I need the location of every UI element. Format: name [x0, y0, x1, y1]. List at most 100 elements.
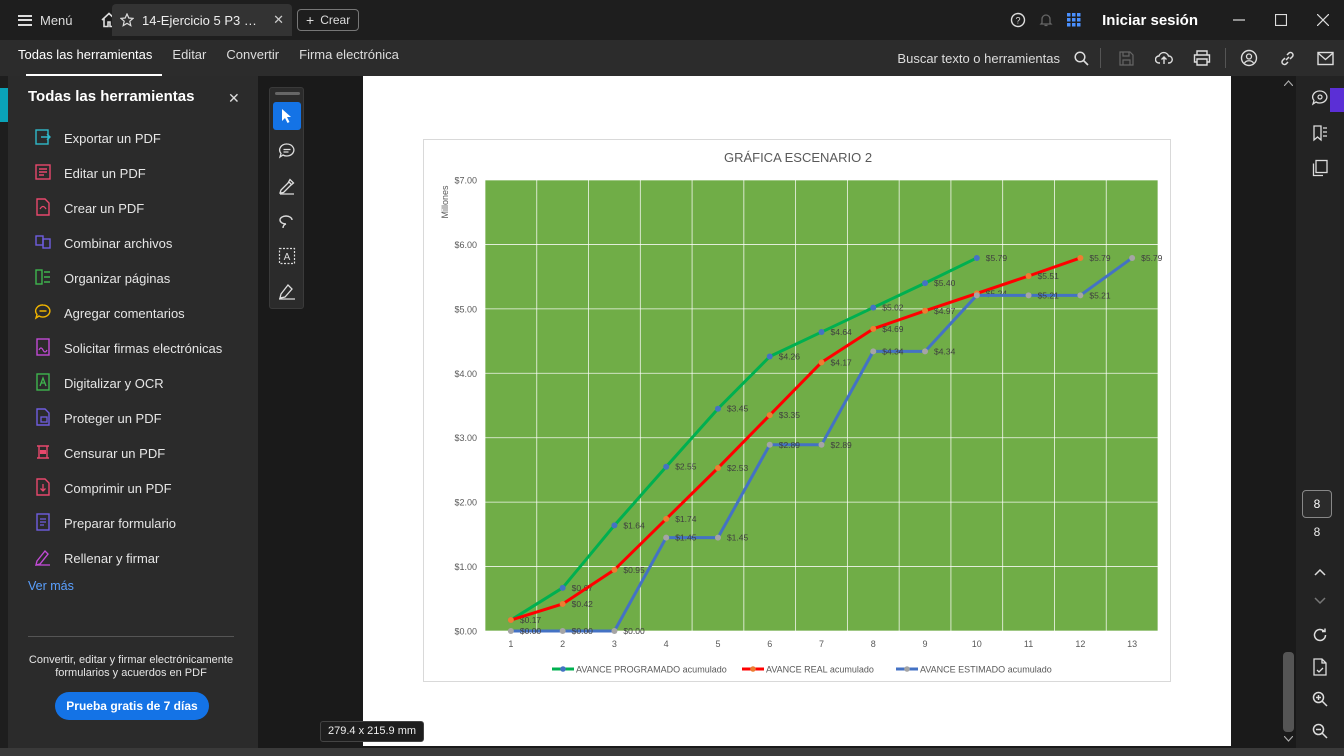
- comments-panel-icon[interactable]: [1306, 84, 1334, 112]
- data-point: [922, 307, 929, 314]
- current-page-input[interactable]: 8: [1302, 490, 1332, 518]
- scroll-up-icon[interactable]: [1284, 80, 1293, 86]
- tool-item-compress-pdf[interactable]: Comprimir un PDF: [34, 471, 254, 506]
- bookmarks-icon[interactable]: [1306, 119, 1334, 147]
- scroll-thumb[interactable]: [1283, 652, 1294, 732]
- edit-pdf-icon: [34, 163, 52, 184]
- highlight-tool-button[interactable]: [273, 172, 301, 200]
- data-label: $1.64: [623, 520, 645, 530]
- y-tick-label: $7.00: [454, 176, 477, 186]
- chart-title: GRÁFICA ESCENARIO 2: [723, 150, 873, 165]
- zoom-out-icon[interactable]: [1306, 717, 1334, 745]
- data-point: [611, 628, 618, 634]
- rotate-icon[interactable]: [1306, 621, 1334, 649]
- star-icon[interactable]: [120, 13, 134, 27]
- data-point: [663, 463, 670, 470]
- combine-files-icon: [34, 233, 52, 254]
- right-rail: [1296, 76, 1344, 756]
- scroll-down-icon[interactable]: [1284, 736, 1293, 742]
- x-tick-label: 3: [612, 639, 617, 649]
- maximize-button[interactable]: [1260, 0, 1302, 40]
- page-down-icon[interactable]: [1306, 587, 1334, 615]
- y-tick-label: $0.00: [454, 627, 477, 637]
- data-label: $5.24: [986, 288, 1008, 298]
- email-icon[interactable]: [1306, 40, 1344, 76]
- draw-tool-button[interactable]: [273, 207, 301, 235]
- sign-in-button[interactable]: Iniciar sesión: [1102, 11, 1198, 29]
- sign-tool-button[interactable]: [273, 277, 301, 305]
- x-tick-label: 4: [664, 639, 669, 649]
- tool-item-protect-pdf[interactable]: Proteger un PDF: [34, 401, 254, 436]
- share-user-icon[interactable]: [1230, 40, 1268, 76]
- apps-grid-icon[interactable]: [1060, 0, 1088, 40]
- tab-e-sign[interactable]: Firma electrónica: [299, 47, 399, 62]
- tab-convert[interactable]: Convertir: [226, 47, 280, 62]
- minimize-button[interactable]: [1218, 0, 1260, 40]
- pdf-page: GRÁFICA ESCENARIO 2 $0.00 $1.00 $2.00 $3.00…: [363, 76, 1231, 746]
- y-tick-label: $2.00: [454, 498, 477, 508]
- select-tool-button[interactable]: [273, 102, 301, 130]
- tool-item-export-pdf[interactable]: Exportar un PDF: [34, 121, 254, 156]
- tool-item-redact-pdf[interactable]: Censurar un PDF: [34, 436, 254, 471]
- data-label: $4.69: [882, 324, 904, 334]
- see-more-link[interactable]: Ver más: [28, 579, 74, 593]
- tab-edit[interactable]: Editar: [172, 47, 207, 62]
- upload-cloud-icon[interactable]: [1145, 40, 1183, 76]
- tool-item-prepare-form[interactable]: Preparar formulario: [34, 506, 254, 541]
- page-up-icon[interactable]: [1306, 558, 1334, 586]
- free-trial-button[interactable]: Prueba gratis de 7 días: [55, 692, 209, 720]
- bell-icon[interactable]: [1032, 0, 1060, 40]
- tab-all-tools[interactable]: Todas las herramientas: [8, 40, 163, 76]
- tool-item-comment[interactable]: Agregar comentarios: [34, 296, 254, 331]
- redact-pdf-icon: [34, 443, 52, 464]
- tool-item-label: Editar un PDF: [64, 166, 146, 181]
- comment-tool-button[interactable]: [273, 137, 301, 165]
- y-axis-label: Millones: [440, 185, 450, 219]
- tool-item-request-signature[interactable]: Solicitar firmas electrónicas: [34, 331, 254, 366]
- data-label: $5.21: [1089, 290, 1111, 300]
- create-label: Crear: [320, 13, 351, 27]
- data-label: $4.34: [882, 346, 904, 356]
- zoom-in-icon[interactable]: [1306, 685, 1334, 713]
- drag-handle[interactable]: [275, 92, 300, 95]
- save-icon[interactable]: [1107, 40, 1145, 76]
- x-tick-label: 12: [1075, 639, 1085, 649]
- document-tab[interactable]: 14-Ejercicio 5 P3 Grá... ✕: [112, 4, 292, 36]
- promo-text: Convertir, editar y firmar electrónicame…: [28, 654, 234, 679]
- tool-item-scan-ocr[interactable]: Digitalizar y OCR: [34, 366, 254, 401]
- document-properties-icon[interactable]: [1306, 653, 1334, 681]
- search-icon[interactable]: [1068, 40, 1094, 76]
- data-point: [611, 522, 618, 529]
- x-tick-label: 7: [819, 639, 824, 649]
- data-point: [663, 534, 670, 541]
- vertical-scrollbar[interactable]: [1281, 76, 1296, 756]
- data-label: $2.53: [727, 463, 749, 473]
- tool-item-label: Combinar archivos: [64, 236, 173, 251]
- create-button[interactable]: + Crear: [297, 9, 360, 31]
- close-tab-icon[interactable]: ✕: [273, 12, 284, 27]
- tool-item-fill-sign[interactable]: Rellenar y firmar: [34, 541, 254, 576]
- text-box-tool-button[interactable]: A: [273, 242, 301, 270]
- tool-item-create-pdf[interactable]: Crear un PDF: [34, 191, 254, 226]
- left-edge-strip: [0, 76, 8, 756]
- plus-icon: +: [306, 12, 315, 28]
- search-tools-label[interactable]: Buscar texto o herramientas: [897, 50, 1060, 66]
- link-icon[interactable]: [1268, 40, 1306, 76]
- data-point: [559, 600, 566, 607]
- data-label: $0.00: [623, 626, 645, 636]
- print-icon[interactable]: [1183, 40, 1221, 76]
- help-icon[interactable]: ?: [1004, 0, 1032, 40]
- menu-button[interactable]: Menú: [0, 0, 91, 40]
- fill-sign-icon: [34, 548, 52, 569]
- tool-item-organize-pages[interactable]: Organizar páginas: [34, 261, 254, 296]
- data-point: [507, 617, 514, 624]
- tool-item-edit-pdf[interactable]: Editar un PDF: [34, 156, 254, 191]
- data-point: [1077, 254, 1084, 261]
- menu-label: Menú: [40, 12, 73, 28]
- pages-thumbnails-icon[interactable]: [1306, 154, 1334, 182]
- tool-item-combine-files[interactable]: Combinar archivos: [34, 226, 254, 261]
- close-window-button[interactable]: [1302, 0, 1344, 40]
- data-point: [1077, 292, 1084, 299]
- x-tick-label: 2: [560, 639, 565, 649]
- close-panel-icon[interactable]: ✕: [228, 90, 240, 106]
